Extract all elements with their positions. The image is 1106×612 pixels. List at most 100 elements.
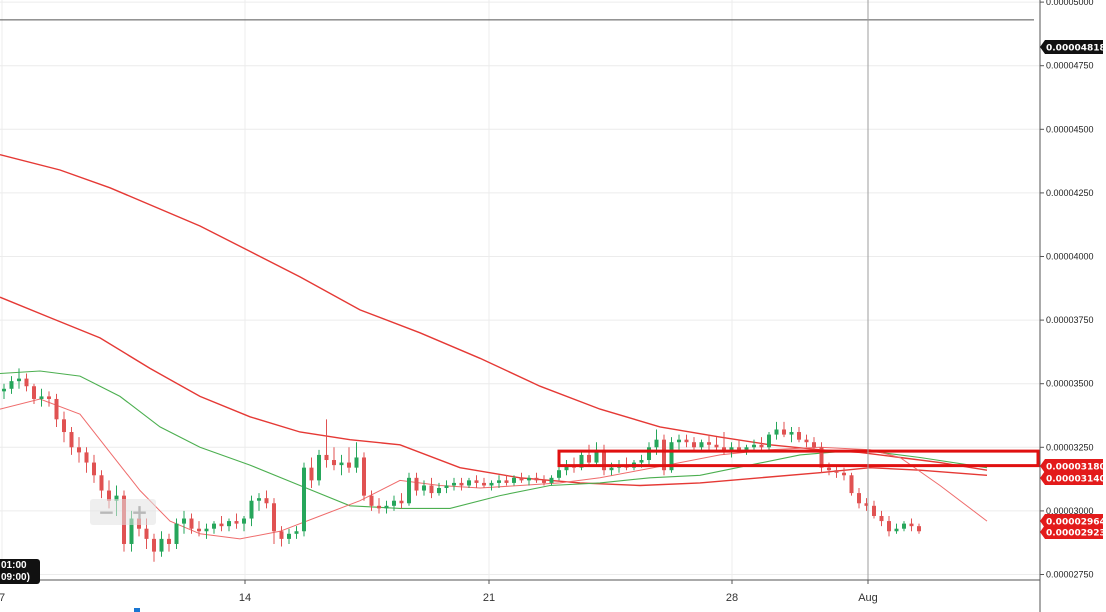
candle — [482, 477, 486, 489]
candle — [497, 475, 501, 489]
candle — [377, 498, 381, 514]
candle — [684, 434, 689, 448]
candle — [422, 480, 426, 496]
candle — [204, 523, 209, 539]
candle — [69, 426, 74, 455]
candle — [339, 454, 344, 476]
price-badge-label: 0.00003140 — [1046, 475, 1106, 485]
candle — [804, 434, 809, 448]
candle — [54, 393, 59, 427]
candle — [887, 515, 891, 537]
candle — [324, 419, 329, 468]
candle — [332, 447, 336, 471]
candle — [77, 437, 81, 463]
candle — [669, 437, 674, 473]
price-badge-label: 0.00002923 — [1046, 529, 1106, 539]
candle — [489, 480, 494, 491]
candle — [504, 475, 509, 486]
candle — [159, 531, 164, 557]
candle — [467, 477, 471, 489]
candle — [272, 498, 276, 544]
candle — [197, 521, 201, 537]
candle — [707, 434, 711, 450]
crosshair-time-label: 01:00 09:00) — [0, 559, 40, 584]
time-axis[interactable]: 7 14 21 28 Aug — [0, 579, 1040, 612]
candle — [92, 454, 96, 483]
candle — [512, 475, 516, 486]
time-tick-label: 7 — [0, 592, 5, 604]
price-tick-label: 0.00004000 — [1046, 252, 1094, 262]
candle — [909, 518, 914, 532]
time-tick-label: 14 — [239, 592, 251, 604]
candle — [392, 495, 396, 511]
candle — [857, 488, 861, 509]
candle — [84, 447, 89, 473]
moving-average-lines — [0, 154, 988, 540]
candle — [429, 477, 434, 499]
crosshair-time-line-1: 01:00 — [1, 560, 27, 571]
price-axis[interactable]: 0.00005000 0.00004750 0.00004500 0.00004250… — [1039, 0, 1094, 612]
resistance-zone — [557, 449, 1040, 468]
candle — [47, 391, 51, 407]
candle — [212, 521, 216, 534]
candle — [362, 452, 366, 501]
candle — [62, 411, 66, 443]
candle — [24, 373, 29, 392]
candle — [594, 442, 599, 466]
candle — [474, 475, 479, 489]
price-tick-label: 0.00004250 — [1046, 188, 1094, 198]
price-tick-label: 0.00004750 — [1046, 61, 1094, 71]
candle — [452, 477, 456, 491]
candle — [384, 500, 389, 514]
price-badge: 0.00002964 — [1040, 514, 1106, 528]
candle — [692, 437, 696, 450]
price-badge: 0.00003140 — [1040, 471, 1106, 485]
zoom-out-icon[interactable]: − — [98, 500, 115, 524]
candle — [32, 383, 36, 405]
moving-average-line — [0, 154, 988, 471]
candle — [414, 472, 419, 496]
candle — [407, 472, 411, 506]
candle — [624, 457, 629, 471]
price-badge: 0.00003180 — [1040, 459, 1106, 473]
candle — [347, 447, 351, 473]
candle — [294, 526, 299, 539]
price-badge: 0.00002923 — [1040, 525, 1106, 539]
price-tick-label: 0.00003000 — [1046, 506, 1094, 516]
candle — [782, 421, 786, 438]
candle — [279, 526, 284, 547]
candle — [39, 388, 44, 407]
candle — [549, 475, 554, 486]
price-badges: 0.00004818 0.00003180 0.00003140 0.00002964… — [1040, 40, 1106, 539]
candle — [819, 442, 824, 473]
candle — [152, 533, 156, 562]
candle — [519, 472, 524, 483]
candle — [849, 472, 854, 496]
candle — [317, 449, 321, 486]
time-tick-label: 21 — [483, 592, 495, 604]
candle — [459, 477, 464, 491]
candle — [174, 518, 179, 550]
time-tick-label: 28 — [726, 592, 738, 604]
candle — [662, 434, 666, 476]
price-badge-label: 0.00004818 — [1046, 44, 1106, 54]
candle — [789, 426, 794, 443]
candle — [542, 475, 546, 486]
moving-average-line — [0, 370, 988, 509]
candle — [894, 523, 899, 534]
candle — [797, 426, 801, 443]
candle — [677, 434, 681, 450]
price-tick-label: 0.00002750 — [1046, 570, 1094, 580]
candle — [527, 475, 531, 486]
candle — [99, 470, 104, 499]
candle — [399, 493, 404, 509]
price-badge-label: 0.00003180 — [1046, 463, 1106, 473]
candle — [587, 444, 591, 466]
candle — [444, 480, 449, 494]
zoom-in-icon[interactable]: + — [131, 500, 148, 524]
grid — [0, 0, 1040, 580]
candle — [189, 513, 194, 534]
price-tick-label: 0.00003500 — [1046, 379, 1094, 389]
moving-average-line — [0, 296, 988, 487]
